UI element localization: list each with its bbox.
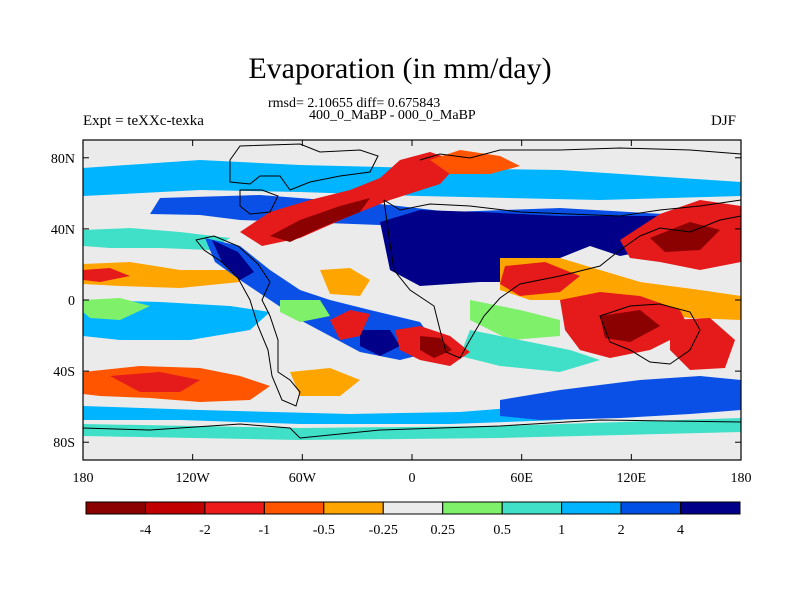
colorbar-box	[263, 501, 325, 515]
field-patch	[600, 310, 660, 342]
colorbar: -4 -2 -1 -0.5 -0.25 0.25 0.5 1 2 4	[85, 501, 741, 538]
field-patch	[500, 376, 741, 420]
field-patch	[320, 268, 370, 296]
field-patch	[212, 240, 254, 280]
coastline	[419, 147, 742, 161]
lat-tick-label: 40S	[53, 365, 75, 380]
coastline	[599, 303, 701, 365]
coastline	[82, 419, 742, 439]
lon-tick-label: 0	[409, 471, 416, 486]
field-patch	[500, 262, 580, 296]
season-label: DJF	[711, 113, 737, 129]
colorbar-box	[501, 501, 563, 515]
field-patch	[650, 222, 720, 252]
evaporation-field	[83, 140, 741, 460]
coastline	[239, 189, 279, 215]
colorbar-box	[144, 501, 206, 515]
chart-title: Evaporation (in mm/day)	[248, 52, 552, 85]
colorbar-label: 1	[558, 523, 565, 538]
colorbar-box	[561, 501, 622, 515]
lat-tick-label: 40N	[51, 223, 75, 238]
colorbar-label: -4	[140, 523, 152, 538]
field-patch	[240, 152, 460, 246]
field-patch	[330, 310, 370, 340]
stats-line: rmsd= 2.10655 diff= 0.675843	[268, 96, 441, 111]
experiment-label: Expt = teXXc-texka	[83, 113, 204, 129]
longitude-ticks: 180 120W 60W 0 60E 120E 180	[73, 140, 752, 486]
field-patch	[280, 300, 330, 322]
lon-tick-label: 180	[73, 471, 94, 486]
lat-tick-label: 80S	[53, 436, 75, 451]
field-patch	[83, 228, 230, 250]
subtitle: 400_0_MaBP - 000_0_MaBP	[309, 108, 476, 123]
field-patch	[360, 330, 400, 356]
colorbar-box	[85, 501, 146, 515]
lon-tick-label: 60W	[289, 471, 317, 486]
colorbar-box	[323, 501, 384, 515]
colorbar-label: 4	[677, 523, 684, 538]
field-patch	[205, 238, 440, 360]
colorbar-label: -0.25	[369, 523, 398, 538]
colorbar-label: 2	[618, 523, 625, 538]
field-patch	[270, 198, 370, 242]
coastline	[383, 199, 742, 359]
lon-tick-label: 60E	[510, 471, 533, 486]
lat-tick-label: 80N	[51, 152, 75, 167]
field-patch	[380, 210, 690, 286]
field-patch	[110, 372, 200, 392]
colorbar-box	[204, 501, 265, 515]
field-patch	[83, 262, 240, 288]
colorbar-label: -0.5	[313, 523, 335, 538]
coastline	[229, 143, 379, 191]
field-patch	[470, 300, 560, 340]
field-patch	[83, 268, 130, 282]
field-patch	[83, 298, 150, 320]
field-patch	[670, 318, 735, 370]
latitude-ticks: 80N 40N 0 40S 80S	[51, 152, 741, 451]
lon-tick-label: 120W	[176, 471, 211, 486]
lon-tick-label: 120E	[617, 471, 647, 486]
field-patch	[420, 336, 452, 358]
colorbar-label: 0.5	[493, 523, 511, 538]
field-patch	[290, 368, 360, 396]
coastline	[195, 235, 301, 407]
lon-tick-label: 180	[731, 471, 752, 486]
colorbar-box	[620, 501, 682, 515]
field-patch	[460, 330, 600, 372]
colorbar-label: 0.25	[430, 523, 455, 538]
coastline-outlines	[82, 143, 742, 439]
colorbar-box	[382, 501, 444, 515]
lat-tick-label: 0	[68, 294, 75, 309]
colorbar-label: -2	[199, 523, 211, 538]
colorbar-box	[680, 501, 741, 515]
colorbar-box	[442, 501, 503, 515]
colorbar-label: -1	[259, 523, 271, 538]
